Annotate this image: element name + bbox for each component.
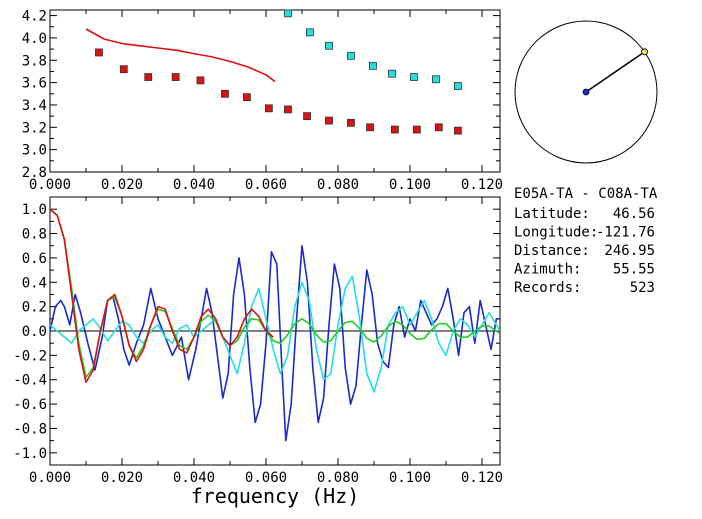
info-value: 246.95 bbox=[604, 243, 655, 259]
y-tick-label: 0.4 bbox=[22, 275, 47, 291]
data-point-cyan bbox=[453, 82, 462, 90]
y-tick-label: 3.4 bbox=[22, 98, 47, 114]
velocity-panel: 0.000 0.020 0.040 0.060 0.080 0.100 0.120 2.8 3.… bbox=[22, 9, 503, 193]
y-tick-label: 3.6 bbox=[22, 76, 47, 92]
y-tick-label: 3.0 bbox=[22, 143, 47, 159]
data-point-cyan bbox=[369, 61, 377, 70]
info-value: 523 bbox=[630, 280, 655, 296]
x-tick-label: 0.080 bbox=[317, 470, 359, 486]
data-point-red bbox=[434, 123, 443, 132]
y-tick-label: 4.2 bbox=[22, 9, 47, 25]
azimuth-line bbox=[585, 51, 645, 93]
y-tick-label: -0.2 bbox=[13, 348, 47, 364]
data-point-cyan bbox=[306, 28, 314, 37]
data-point-red bbox=[196, 76, 205, 85]
x-tick-label: 0.060 bbox=[245, 470, 287, 486]
x-tick-label: 0.100 bbox=[389, 470, 431, 486]
series-cyan-line bbox=[50, 275, 500, 393]
x-axis-label: frequency (Hz) bbox=[191, 484, 360, 508]
series-red-line bbox=[50, 208, 274, 384]
station-info: Latitude: 46.56 Longitude:-121.76 Distance:… bbox=[514, 206, 655, 296]
y-tick-label: 0.6 bbox=[22, 251, 47, 267]
data-point-red bbox=[390, 125, 399, 134]
data-point-cyan bbox=[388, 69, 396, 78]
x-tick-label: 0.120 bbox=[461, 470, 503, 486]
data-point-red bbox=[119, 65, 128, 74]
x-tick-label: 0.100 bbox=[389, 177, 431, 193]
data-point-red bbox=[303, 112, 311, 121]
info-label: Records: bbox=[514, 280, 581, 296]
y-tick-label: 3.2 bbox=[22, 120, 47, 136]
x-tick-label: 0.040 bbox=[173, 470, 215, 486]
data-point-cyan bbox=[432, 75, 440, 84]
y-tick-label: 4.0 bbox=[22, 31, 47, 47]
x-tick-label: 0.020 bbox=[101, 470, 143, 486]
info-value: 46.56 bbox=[613, 206, 655, 222]
x-tick-label: 0.120 bbox=[461, 177, 503, 193]
series-green-line bbox=[50, 208, 500, 379]
data-point-cyan bbox=[284, 9, 292, 18]
data-point-red bbox=[171, 73, 180, 81]
data-point-red bbox=[284, 105, 292, 114]
x-tick-label: 0.080 bbox=[317, 177, 359, 193]
y-tick-label: -0.4 bbox=[13, 373, 47, 389]
data-point-red bbox=[453, 126, 462, 135]
data-point-red bbox=[366, 123, 374, 132]
x-tick-label: 0.060 bbox=[245, 177, 287, 193]
data-point-red bbox=[325, 116, 333, 125]
info-value: -121.76 bbox=[596, 225, 655, 241]
azimuth-compass bbox=[514, 20, 658, 164]
station-origin-marker bbox=[582, 88, 590, 96]
data-point-red bbox=[264, 104, 273, 113]
data-point-red bbox=[243, 93, 251, 102]
info-value: 55.55 bbox=[613, 262, 655, 278]
compass-circle bbox=[514, 20, 658, 164]
data-point-cyan bbox=[347, 51, 355, 60]
y-tick-label: 2.8 bbox=[22, 165, 47, 181]
data-point-red bbox=[412, 125, 421, 134]
y-tick-label: -1.0 bbox=[13, 446, 47, 462]
station-target-marker bbox=[641, 48, 648, 56]
x-tick-label: 0.000 bbox=[29, 470, 71, 486]
y-tick-label: 1.0 bbox=[22, 202, 47, 218]
series-blue-line bbox=[50, 244, 500, 442]
data-point-red bbox=[347, 118, 355, 127]
data-point-cyan bbox=[325, 41, 333, 50]
data-point-red bbox=[144, 73, 153, 81]
y-tick-label: 0.8 bbox=[22, 227, 47, 243]
info-label: Longitude: bbox=[514, 225, 598, 241]
data-point-red bbox=[95, 48, 103, 57]
info-label: Latitude: bbox=[514, 206, 590, 222]
info-label: Azimuth: bbox=[514, 262, 581, 278]
series-red-line bbox=[85, 28, 276, 83]
y-tick-label: -0.6 bbox=[13, 397, 47, 413]
data-point-cyan bbox=[410, 73, 418, 81]
x-tick-label: 0.000 bbox=[29, 177, 71, 193]
station-pair-title: E05A-TA - C08A-TA bbox=[514, 186, 658, 202]
y-tick-label: 0.2 bbox=[22, 300, 47, 316]
info-label: Distance: bbox=[514, 243, 590, 259]
y-tick-label: -0.8 bbox=[13, 421, 47, 437]
y-tick-label: 3.8 bbox=[22, 53, 47, 69]
top-frame bbox=[49, 9, 501, 173]
x-tick-label: 0.040 bbox=[173, 177, 215, 193]
correlation-panel: 0.000 0.020 0.040 0.060 0.080 0.100 0.120 1.0 0.… bbox=[13, 196, 503, 486]
data-point-red bbox=[221, 89, 229, 98]
y-tick-label: 0.0 bbox=[22, 324, 47, 340]
x-tick-label: 0.020 bbox=[101, 177, 143, 193]
